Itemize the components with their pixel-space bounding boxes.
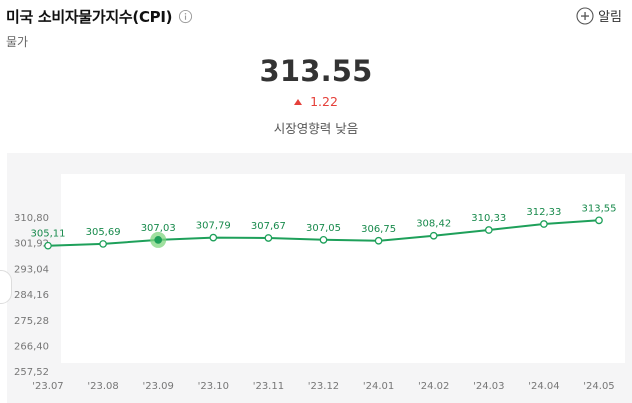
- chart-area: 310,80 301,92 293,04 284,16 275,28 266,40 257,…: [7, 153, 632, 403]
- data-label: 308,42: [416, 219, 451, 230]
- data-label: 306,75: [361, 224, 396, 235]
- data-label: 307,03: [141, 223, 176, 234]
- data-point[interactable]: [154, 236, 163, 244]
- change-value: 1.22: [310, 94, 338, 109]
- y-tick-label: 266,40: [14, 342, 49, 353]
- x-tick-label: '24.05: [583, 381, 614, 392]
- data-label: 307,67: [251, 221, 286, 232]
- change-indicator: 1.22: [0, 94, 632, 109]
- header: 미국 소비자물가지수(CPI): [6, 6, 193, 27]
- plot-panel: [61, 174, 625, 363]
- y-tick-label: 310,80: [14, 213, 49, 224]
- summary-block: 313.55 1.22 시장영향력 낮음: [0, 54, 632, 137]
- cpi-line-chart[interactable]: 310,80 301,92 293,04 284,16 275,28 266,40 257,…: [7, 153, 632, 403]
- x-tick-label: '23.09: [143, 381, 174, 392]
- y-tick-label: 257,52: [14, 367, 49, 378]
- data-point[interactable]: [429, 231, 438, 240]
- data-point[interactable]: [264, 234, 273, 242]
- data-point[interactable]: [540, 220, 548, 228]
- current-value: 313.55: [259, 54, 373, 88]
- data-point[interactable]: [44, 241, 52, 250]
- data-point[interactable]: [484, 226, 493, 234]
- data-point[interactable]: [595, 216, 603, 225]
- info-icon[interactable]: [178, 9, 193, 24]
- x-tick-label: '23.12: [308, 381, 339, 392]
- alert-button[interactable]: 알림: [576, 6, 622, 25]
- series-line: [47, 219, 600, 247]
- x-tick-label: '23.11: [253, 381, 284, 392]
- data-label: 310,33: [471, 213, 506, 224]
- x-tick-label: '23.08: [87, 381, 118, 392]
- market-impact: 시장영향력 낮음: [273, 121, 359, 136]
- x-tick-label: '23.07: [32, 381, 63, 392]
- y-tick-label: 293,04: [14, 264, 49, 275]
- data-label: 307,05: [306, 223, 341, 234]
- data-label: 313,55: [582, 203, 617, 214]
- data-point[interactable]: [374, 236, 383, 245]
- data-label: 307,79: [196, 221, 231, 232]
- plus-circle-icon: [576, 6, 594, 25]
- x-tick-label: '24.02: [418, 381, 449, 392]
- y-tick-label: 275,28: [14, 316, 49, 327]
- data-point[interactable]: [319, 236, 328, 244]
- y-tick-label: 284,16: [14, 290, 49, 301]
- x-tick-label: '24.04: [528, 381, 559, 392]
- x-tick-label: '24.01: [363, 381, 394, 392]
- data-label: 305,69: [86, 227, 121, 238]
- up-triangle-icon: [294, 98, 303, 105]
- x-tick-label: '23.10: [198, 381, 229, 392]
- data-point[interactable]: [209, 233, 218, 242]
- data-label: 305,11: [31, 229, 66, 240]
- y-tick-label: 301,92: [14, 239, 49, 250]
- category-label: 물가: [6, 35, 29, 49]
- x-tick-label: '24.03: [473, 381, 504, 392]
- data-label: 312,33: [526, 207, 561, 218]
- page-title: 미국 소비자물가지수(CPI): [6, 8, 173, 26]
- alert-button-label: 알림: [598, 10, 622, 25]
- chart-scroll-left-handle[interactable]: [0, 270, 12, 304]
- data-point[interactable]: [99, 240, 107, 248]
